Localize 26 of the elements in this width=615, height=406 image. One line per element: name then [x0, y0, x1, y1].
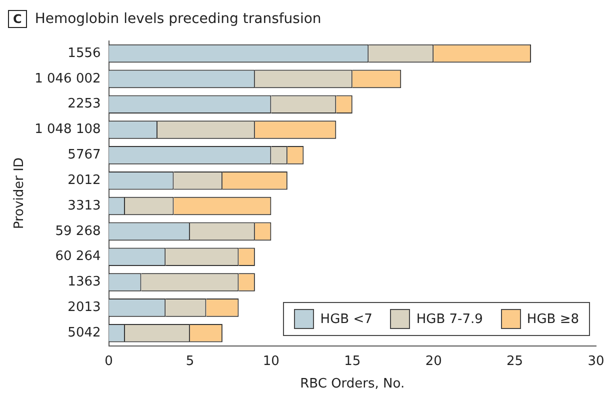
y-tick-label: 5767 [68, 148, 101, 163]
legend-label: HGB 7-7.9 [416, 312, 483, 326]
x-tick-label: 20 [425, 354, 442, 369]
y-tick-label: 1556 [68, 46, 101, 61]
y-tick-label: 1363 [68, 274, 101, 290]
legend-label: HGB ≥8 [526, 312, 579, 326]
y-tick-label: 2013 [68, 300, 101, 316]
x-tick-label: 30 [588, 354, 604, 369]
y-tick-label: 3313 [68, 198, 101, 214]
y-tick-label: 1 048 108 [34, 122, 101, 138]
x-tick-label: 15 [344, 354, 361, 369]
legend-label: HGB <7 [320, 312, 372, 326]
x-tick-label: 0 [104, 354, 113, 369]
x-tick-label: 5 [186, 354, 194, 369]
y-tick-label: 5042 [68, 325, 101, 340]
y-tick-label: 2012 [68, 172, 101, 188]
y-tick-label: 60 264 [55, 249, 101, 264]
x-tick-label: 25 [506, 354, 524, 369]
text: C [8, 10, 27, 28]
y-axis-title: Provider ID [12, 158, 28, 230]
x-axis-title: RBC Orders, No. [300, 376, 405, 392]
x-tick-label: 10 [262, 354, 280, 369]
y-tick-label: 2253 [68, 96, 101, 112]
y-tick-label: 59 268 [55, 224, 101, 239]
y-tick-label: 1 046 002 [34, 71, 101, 86]
chart-title: Hemoglobin levels preceding transfusion [34, 11, 322, 27]
